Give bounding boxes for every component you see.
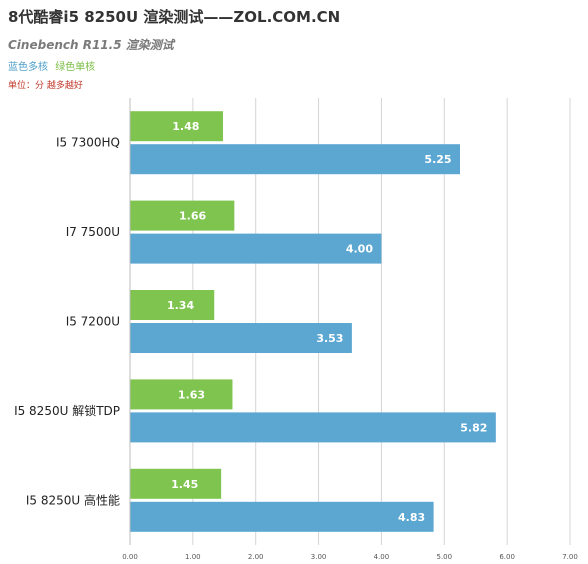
- data-label-single-core: 1.45: [171, 478, 198, 491]
- chart-subtitle: Cinebench R11.5 渲染测试: [8, 38, 174, 52]
- x-tick-label: 2.00: [248, 553, 264, 561]
- data-label-multi-core: 4.83: [398, 511, 425, 524]
- category-label: I5 7200U: [66, 315, 120, 329]
- bar-single-core: [130, 290, 215, 320]
- unit-note: 单位：分 越多越好: [8, 81, 83, 91]
- data-label-multi-core: 4.00: [346, 243, 373, 256]
- legend-single-core: 绿色单核: [55, 62, 96, 73]
- bar-multi-core: [130, 144, 460, 175]
- bar-single-core: [130, 379, 233, 410]
- data-label-multi-core: 5.82: [460, 421, 487, 434]
- category-label: I5 7300HQ: [56, 136, 120, 150]
- x-tick-label: 7.00: [562, 553, 578, 561]
- data-label-multi-core: 3.53: [316, 332, 343, 345]
- category-label: I7 7500U: [66, 225, 120, 239]
- bar-single-core: [130, 468, 222, 499]
- x-tick-label: 4.00: [374, 553, 390, 561]
- bar-multi-core: [130, 233, 382, 264]
- bar-single-core: [130, 111, 224, 142]
- x-tick-label: 1.00: [185, 553, 201, 561]
- x-tick-label: 5.00: [436, 553, 452, 561]
- data-label-single-core: 1.48: [172, 120, 199, 133]
- bar-multi-core: [130, 501, 434, 532]
- legend-multi-core: 蓝色多核: [8, 62, 48, 73]
- x-tick-label: 0.00: [122, 553, 138, 561]
- chart-title: 8代酷睿i5 8250U 渲染测试——ZOL.COM.CN: [8, 8, 341, 26]
- data-label-single-core: 1.66: [179, 210, 206, 223]
- x-tick-label: 3.00: [311, 553, 327, 561]
- data-label-single-core: 1.63: [178, 388, 205, 401]
- legend: 蓝色多核 绿色单核: [8, 58, 95, 73]
- category-label: I5 8250U 解锁TDP: [14, 403, 120, 418]
- data-label-multi-core: 5.25: [424, 153, 451, 166]
- bar-single-core: [130, 200, 235, 231]
- bar-multi-core: [130, 323, 352, 353]
- data-label-single-core: 1.34: [167, 299, 194, 312]
- x-tick-label: 6.00: [499, 553, 515, 561]
- bar-multi-core: [130, 412, 496, 443]
- category-label: I5 8250U 高性能: [26, 492, 120, 507]
